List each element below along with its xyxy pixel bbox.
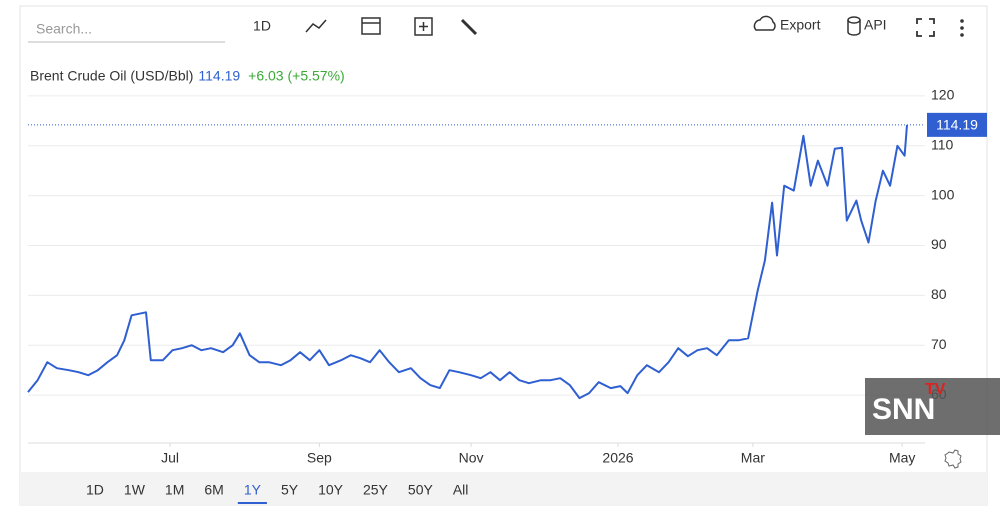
x-tick-label: Mar: [741, 450, 765, 466]
range-button[interactable]: 1W: [124, 482, 146, 498]
range-button[interactable]: 10Y: [318, 482, 344, 498]
interval-button[interactable]: 1D: [253, 18, 271, 34]
y-tick-label: 120: [931, 87, 955, 103]
range-button[interactable]: 1Y: [244, 482, 262, 498]
compare-icon[interactable]: [414, 17, 433, 36]
range-button[interactable]: 5Y: [281, 482, 299, 498]
range-button[interactable]: All: [453, 482, 469, 498]
price-line: [27, 124, 908, 400]
chart-type-icon[interactable]: [305, 19, 327, 33]
watermark-bg: [865, 378, 1000, 435]
range-buttons: 1D 1W 1M 6M 1Y 5Y 10Y 25Y 50Y All: [86, 482, 469, 504]
x-tick-label: 2026: [602, 450, 633, 466]
range-button[interactable]: 1D: [86, 482, 104, 498]
range-button[interactable]: 1M: [165, 482, 184, 498]
menu-icon[interactable]: [960, 19, 964, 37]
frame: [19, 5, 988, 506]
fullscreen-icon[interactable]: [916, 18, 935, 37]
last-price-badge: [927, 112, 987, 137]
y-tick-label: 100: [931, 186, 955, 202]
api-button[interactable]: API: [864, 17, 887, 33]
last-price-label: 114.19: [936, 117, 978, 133]
search-input[interactable]: Search...: [36, 21, 92, 37]
range-bar: [20, 472, 987, 505]
export-button[interactable]: Export: [780, 17, 821, 33]
tools-icon[interactable]: [460, 18, 478, 36]
y-tick-label: 80: [931, 286, 947, 302]
x-tick-label: May: [889, 450, 915, 466]
series-name: Brent Crude Oil (USD/Bbl): [30, 68, 193, 84]
x-tick-label: Sep: [307, 450, 332, 466]
plot: 60708090100110120JulSepNov2026MarMay114.…: [27, 87, 987, 466]
export-icon[interactable]: [753, 15, 776, 31]
x-tick-label: Jul: [161, 450, 179, 466]
watermark-text: SNN: [872, 393, 935, 426]
x-tick-label: Nov: [459, 450, 484, 466]
compare-plus: [419, 22, 428, 31]
y-tick-label: 90: [931, 236, 947, 252]
calendar-icon[interactable]: [361, 17, 381, 35]
last-price: 114.19: [198, 68, 240, 84]
range-button[interactable]: 50Y: [408, 482, 434, 498]
range-button[interactable]: 6M: [204, 482, 223, 498]
watermark-sup: TV: [925, 381, 946, 398]
settings-icon[interactable]: [944, 449, 962, 469]
api-icon-body: [847, 20, 861, 36]
price-change: +6.03 (+5.57%): [248, 68, 345, 84]
y-tick-label: 110: [931, 136, 954, 152]
range-button[interactable]: 25Y: [363, 482, 389, 498]
y-tick-label: 70: [931, 336, 947, 352]
